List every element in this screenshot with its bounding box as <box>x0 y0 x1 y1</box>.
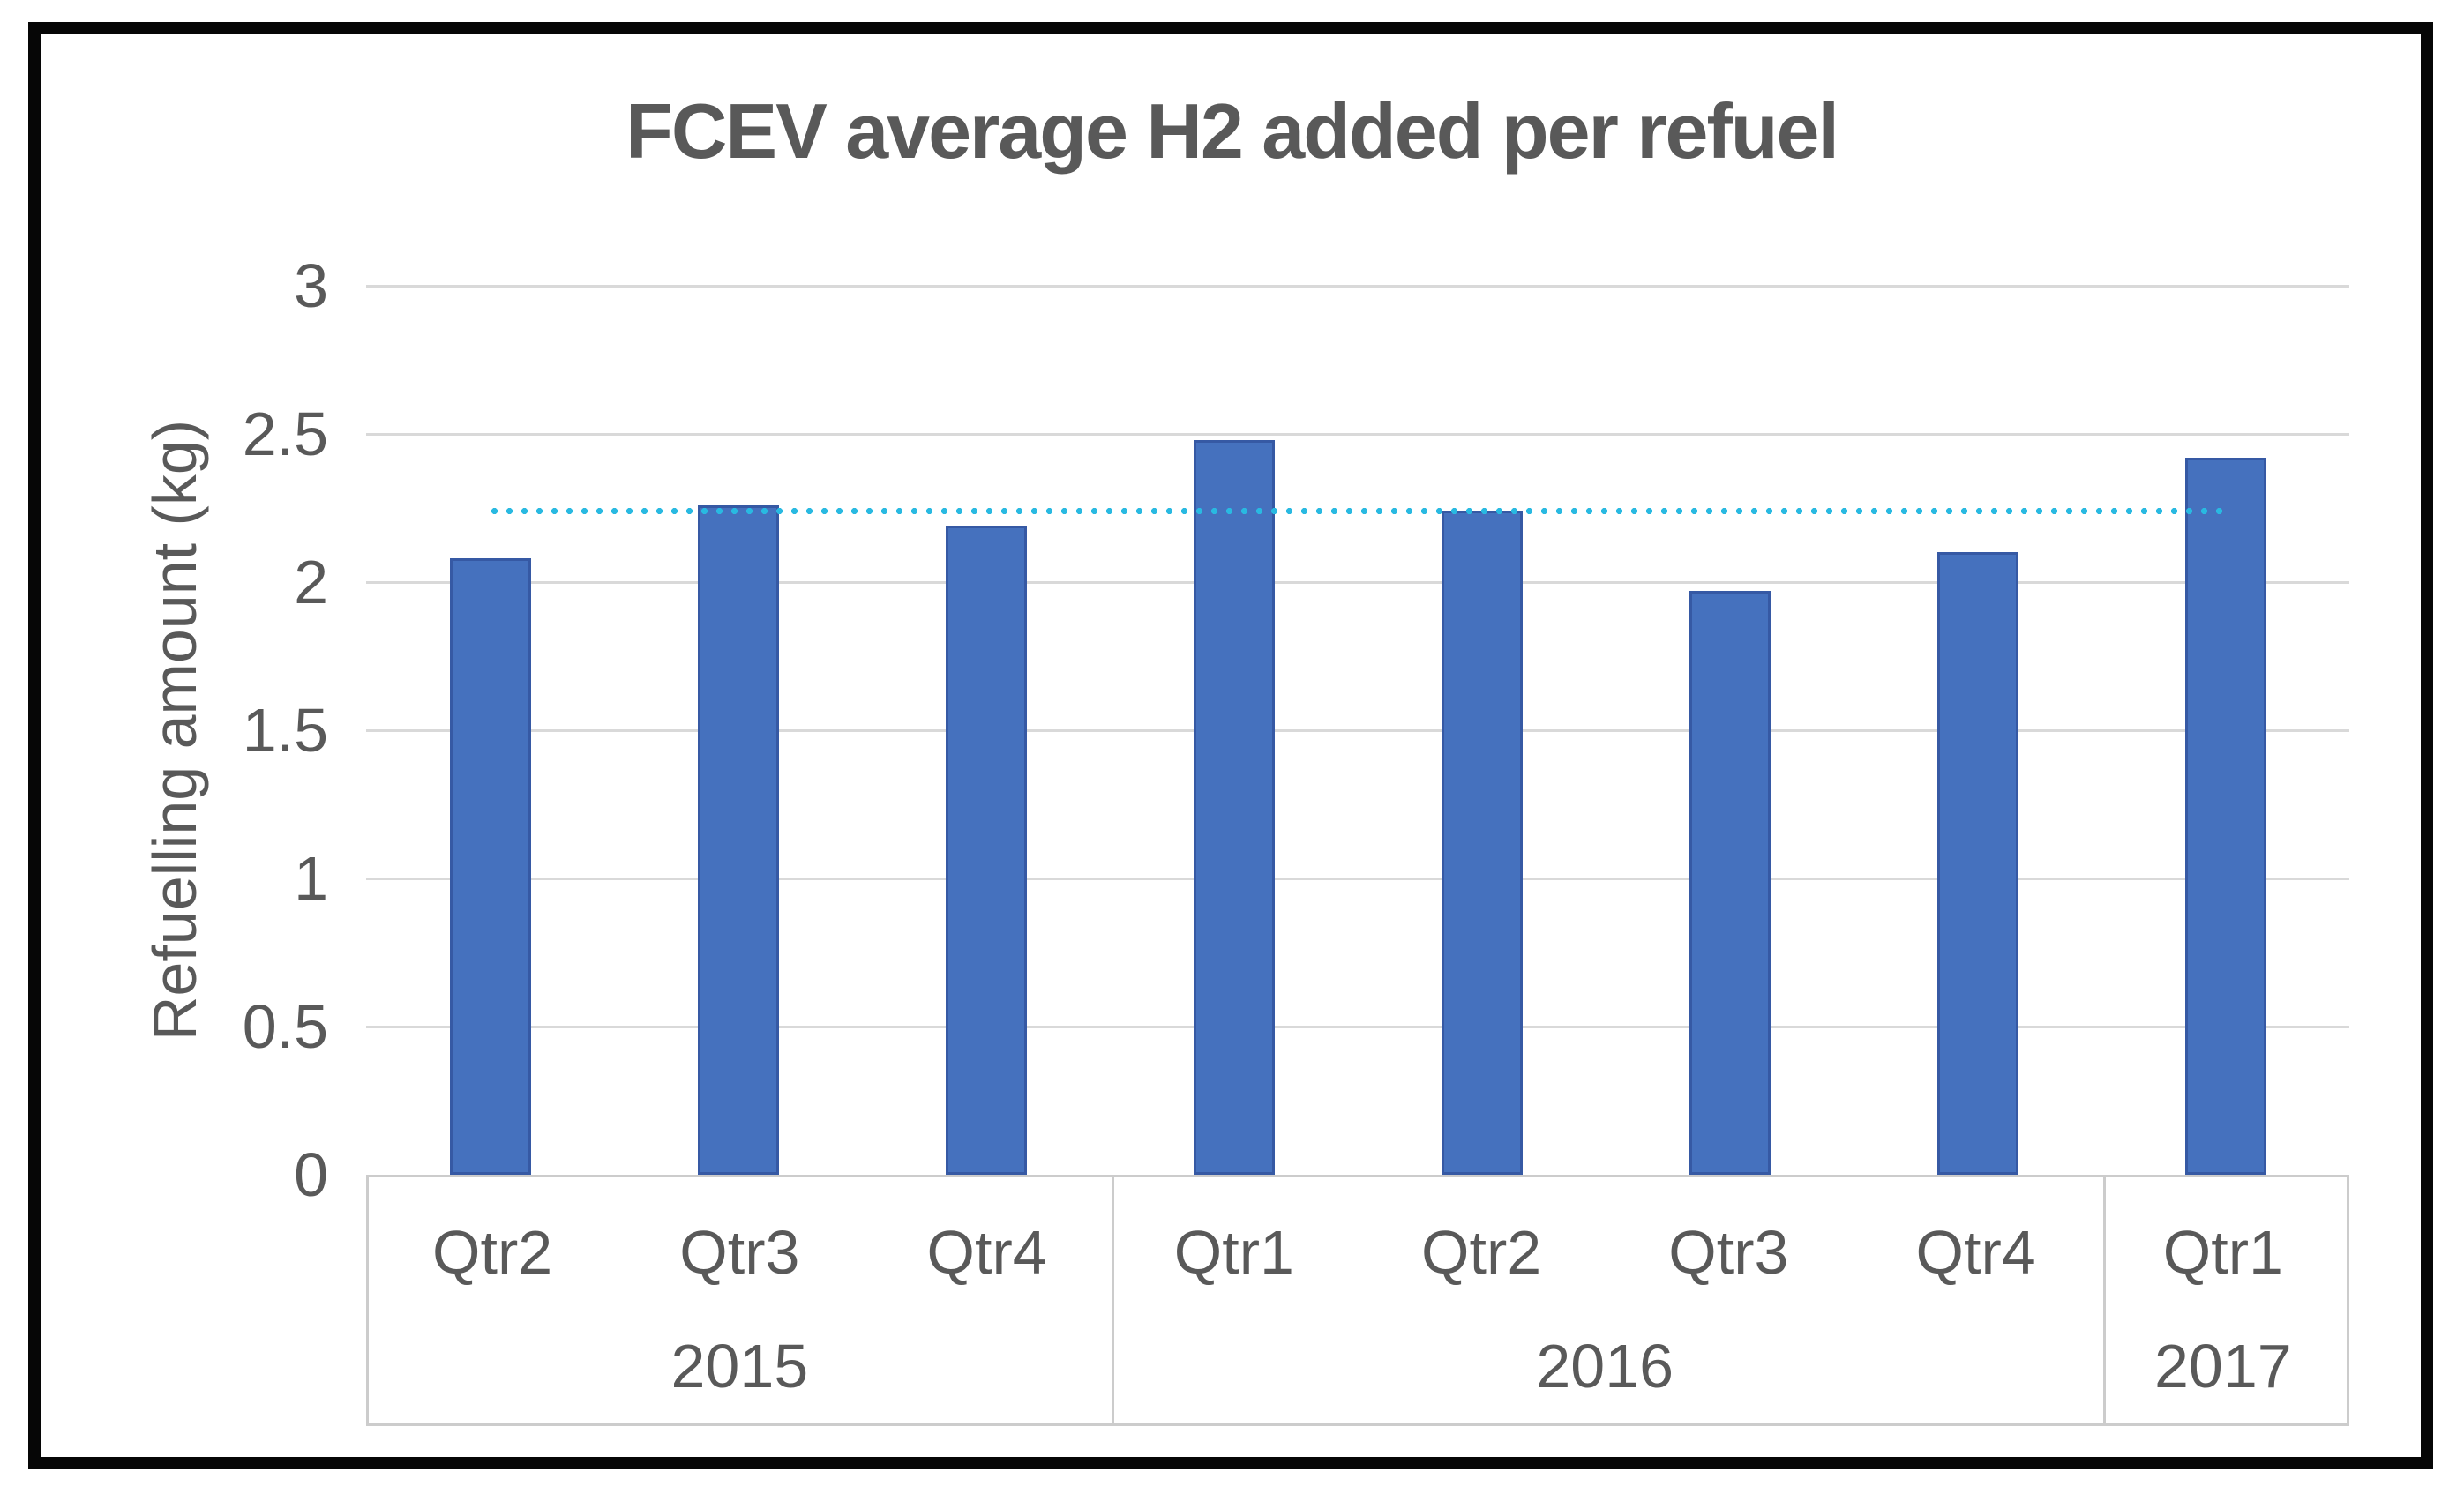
gridline-2 <box>366 580 2349 584</box>
bar-Qtr2-5 <box>1441 511 1523 1175</box>
bar-Qtr3-2 <box>697 504 779 1175</box>
y-tick-label-1: 1 <box>294 844 328 913</box>
x-category-label-4: Qtr1 <box>1173 1218 1294 1287</box>
gridline-1.5 <box>366 728 2349 732</box>
y-tick-label-0.5: 0.5 <box>242 992 328 1061</box>
bar-Qtr1-8 <box>2184 457 2266 1175</box>
y-tick-label-3: 3 <box>294 251 328 320</box>
bar-Qtr4-3 <box>945 526 1027 1175</box>
x-category-label-2: Qtr3 <box>679 1218 800 1287</box>
gridline-3 <box>366 284 2349 288</box>
year-group-label-2015: 2015 <box>670 1332 809 1401</box>
year-label-row: 2015 2016 2017 <box>369 1310 2347 1423</box>
x-category-label-5: Qtr2 <box>1421 1218 1542 1287</box>
bar-Qtr1-4 <box>1193 439 1275 1175</box>
x-category-label-3: Qtr4 <box>926 1218 1047 1287</box>
y-tick-label-0: 0 <box>294 1140 328 1209</box>
gridline-1 <box>366 877 2349 880</box>
chart-title: FCEV average H2 added per refuel <box>625 87 1839 175</box>
gridline-2.5 <box>366 432 2349 436</box>
x-category-label-8: Qtr1 <box>2162 1218 2283 1287</box>
year-group-divider-1 <box>2102 1177 2106 1423</box>
y-tick-label-1.5: 1.5 <box>242 696 328 765</box>
bar-Qtr4-7 <box>1936 552 2018 1175</box>
bar-Qtr2-1 <box>449 558 531 1175</box>
x-category-label-6: Qtr3 <box>1668 1218 1789 1287</box>
y-tick-label-2.5: 2.5 <box>242 400 328 468</box>
x-category-label-1: Qtr2 <box>432 1218 553 1287</box>
x-category-label-7: Qtr4 <box>1915 1218 2036 1287</box>
gridline-0.5 <box>366 1025 2349 1028</box>
bar-Qtr3-6 <box>1689 591 1771 1175</box>
year-group-label-2016: 2016 <box>1536 1332 1674 1401</box>
year-group-divider-0 <box>1111 1177 1114 1423</box>
quarter-label-row: Qtr2 Qtr3 Qtr4 Qtr1 Qtr2 Qtr3 Qtr4 Qtr1 <box>369 1177 2347 1310</box>
x-axis-category-table: Qtr2 Qtr3 Qtr4 Qtr1 Qtr2 Qtr3 Qtr4 Qtr1 2015 201… <box>366 1175 2349 1426</box>
year-group-label-2017: 2017 <box>2154 1332 2292 1401</box>
average-dotted-line <box>486 506 2229 515</box>
y-tick-label-2: 2 <box>294 548 328 616</box>
